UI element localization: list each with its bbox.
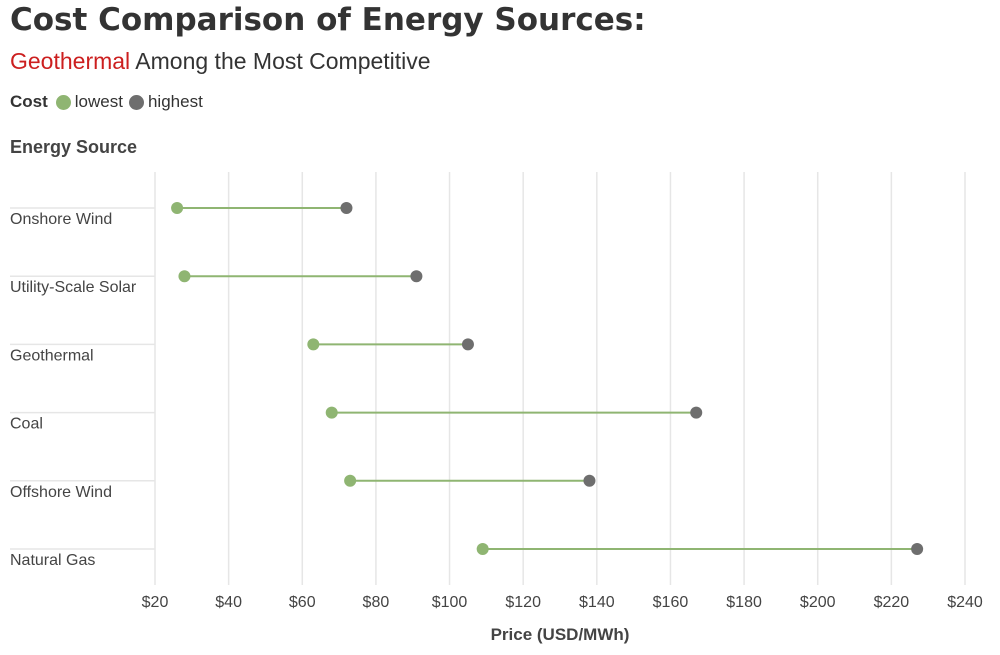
lowest-point (344, 474, 357, 487)
lowest-point (307, 338, 320, 351)
x-tick-label: $60 (289, 594, 316, 611)
lowest-point (178, 270, 191, 283)
x-tick-label: $100 (432, 594, 468, 611)
x-tick-label: $220 (874, 594, 910, 611)
x-tick-label: $200 (800, 594, 836, 611)
legend-item-lowest: lowest (55, 92, 123, 112)
lowest-point (476, 543, 489, 555)
category-label: Coal (10, 416, 43, 433)
highest-point (690, 406, 703, 419)
category-label: Natural Gas (10, 552, 95, 569)
highest-point (461, 338, 474, 351)
highest-point (340, 202, 353, 214)
y-axis-title: Energy Source (10, 137, 138, 157)
category-label: Geothermal (10, 347, 94, 364)
legend-label-highest: highest (147, 92, 203, 111)
x-tick-label: $160 (653, 594, 689, 611)
x-tick-label: $240 (947, 594, 983, 611)
highest-point (911, 543, 924, 555)
x-tick-label: $120 (505, 594, 541, 611)
x-tick-label: $20 (142, 594, 169, 611)
legend-title: Cost (10, 92, 48, 111)
x-tick-label: $180 (726, 594, 762, 611)
x-tick-label: $140 (579, 594, 615, 611)
x-tick-label: $80 (363, 594, 390, 611)
lowest-point (325, 406, 338, 419)
highest-point (410, 270, 423, 283)
category-label: Offshore Wind (10, 484, 112, 501)
highest-point (583, 474, 596, 487)
legend-item-highest: highest (128, 92, 203, 112)
lowest-point (171, 202, 184, 214)
legend-dot-lowest (55, 94, 71, 110)
x-axis-title: Price (USD/MWh) (491, 625, 630, 644)
category-label: Utility-Scale Solar (10, 279, 137, 296)
category-label: Onshore Wind (10, 211, 112, 228)
legend-label-lowest: lowest (74, 92, 123, 111)
legend-dot-highest (128, 94, 144, 110)
x-tick-label: $40 (215, 594, 242, 611)
chart-subtitle: Geothermal Among the Most Competitive (10, 48, 431, 75)
chart-title: Cost Comparison of Energy Sources: (10, 2, 646, 38)
legend: Cost lowest highest (10, 92, 209, 112)
subtitle-rest: Among the Most Competitive (130, 48, 431, 74)
subtitle-highlight: Geothermal (10, 48, 131, 74)
